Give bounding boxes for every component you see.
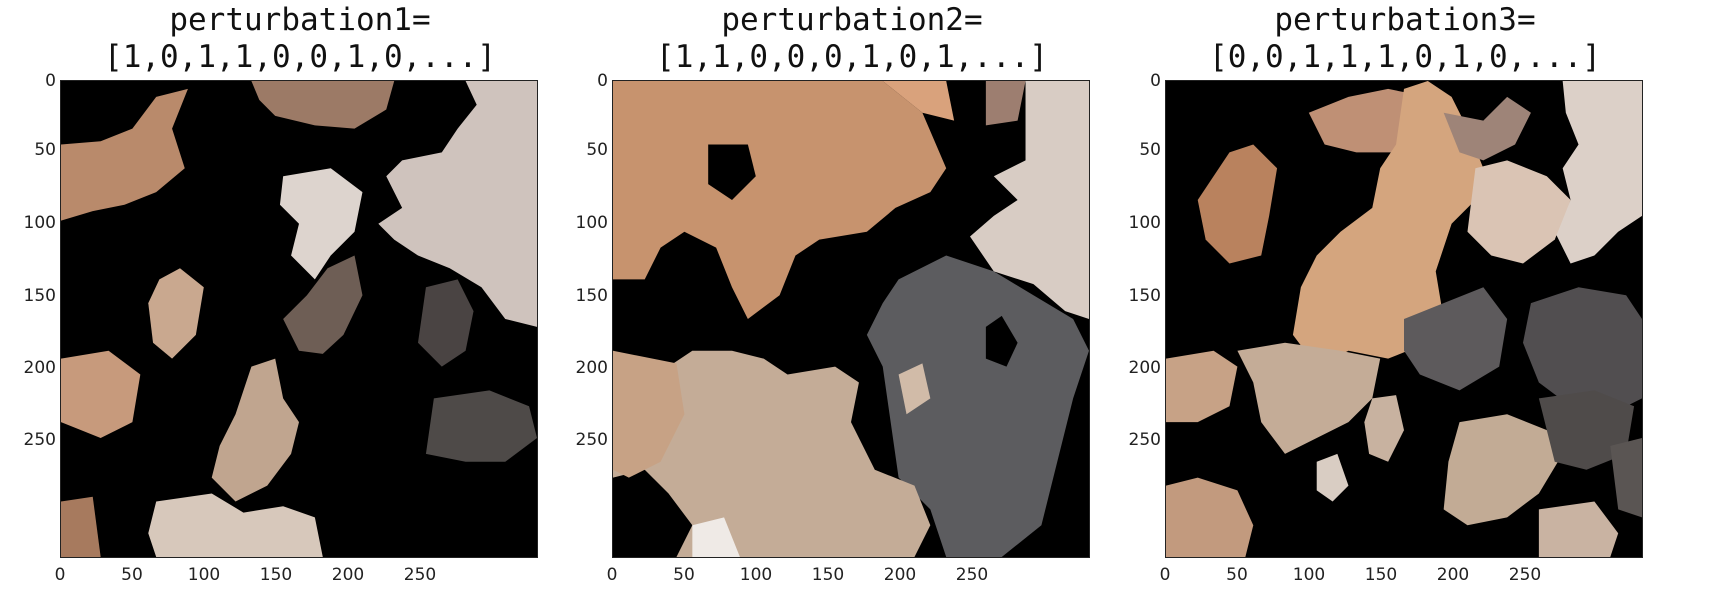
perturbed-image xyxy=(612,80,1090,558)
y-tick-label: 100 xyxy=(1128,213,1161,233)
y-tick-label: 250 xyxy=(23,430,56,450)
perturbation-panel-3: perturbation3= [0,0,1,1,1,0,1,0,...] 0 5… xyxy=(1125,0,1685,603)
y-tick-label: 200 xyxy=(575,358,608,378)
perturbed-image xyxy=(1165,80,1643,558)
panel-title-line2: [0,0,1,1,1,0,1,0,...] xyxy=(1209,39,1601,75)
x-tick-label: 100 xyxy=(1292,565,1326,585)
x-tick-label: 200 xyxy=(883,565,917,585)
x-tick-label: 250 xyxy=(403,565,437,585)
y-tick-label: 250 xyxy=(575,430,608,450)
x-tick-label: 100 xyxy=(739,565,773,585)
y-tick-label: 150 xyxy=(23,286,56,306)
y-tick-label: 0 xyxy=(45,71,56,91)
panel-title-line1: perturbation1= xyxy=(169,2,431,38)
y-tick-label: 150 xyxy=(1128,286,1161,306)
x-tick-label: 50 xyxy=(673,565,695,585)
superpixel-image-2 xyxy=(613,81,1089,557)
y-tick-label: 100 xyxy=(575,213,608,233)
x-tick-label: 50 xyxy=(1226,565,1248,585)
x-tick-label: 0 xyxy=(54,565,66,585)
x-tick-label: 150 xyxy=(1364,565,1398,585)
panel-title-line2: [1,1,0,0,0,1,0,1,...] xyxy=(656,39,1048,75)
y-tick-label: 100 xyxy=(23,213,56,233)
superpixel-image-1 xyxy=(61,81,537,557)
perturbation-panel-1: perturbation1= [1,0,1,1,0,0,1,0,...] 0 5… xyxy=(20,0,580,603)
y-tick-label: 250 xyxy=(1128,430,1161,450)
x-tick-label: 0 xyxy=(1159,565,1171,585)
perturbed-image xyxy=(60,80,538,558)
panel-title-line1: perturbation2= xyxy=(721,2,983,38)
x-tick-label: 50 xyxy=(121,565,143,585)
panel-title-line2: [1,0,1,1,0,0,1,0,...] xyxy=(104,39,496,75)
x-tick-label: 150 xyxy=(811,565,845,585)
y-tick-label: 200 xyxy=(1128,358,1161,378)
y-tick-label: 200 xyxy=(23,358,56,378)
y-tick-label: 0 xyxy=(1150,71,1161,91)
perturbation-panel-2: perturbation2= [1,1,0,0,0,1,0,1,...] 0 5… xyxy=(572,0,1132,603)
superpixel-image-3 xyxy=(1166,81,1642,557)
y-tick-label: 50 xyxy=(1139,140,1161,160)
y-tick-label: 50 xyxy=(34,140,56,160)
x-tick-label: 150 xyxy=(259,565,293,585)
y-tick-label: 0 xyxy=(597,71,608,91)
x-tick-label: 250 xyxy=(955,565,989,585)
panel-title-line1: perturbation3= xyxy=(1274,2,1536,38)
x-tick-label: 100 xyxy=(187,565,221,585)
x-tick-label: 200 xyxy=(331,565,365,585)
y-tick-label: 50 xyxy=(586,140,608,160)
x-tick-label: 0 xyxy=(606,565,618,585)
x-tick-label: 200 xyxy=(1436,565,1470,585)
x-tick-label: 250 xyxy=(1508,565,1542,585)
y-tick-label: 150 xyxy=(575,286,608,306)
